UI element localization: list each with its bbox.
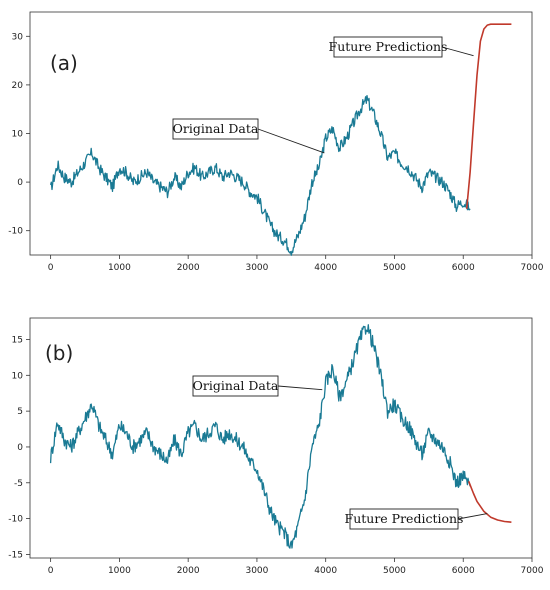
series-original-data-line <box>49 324 471 549</box>
series-future-predictions-line <box>467 481 512 523</box>
annotation-label: Future Predictions <box>345 511 464 526</box>
chart-b-svg: 0 1000 2000 3000 4000 5000 6000 7000 -15 -10 -5 0 5 1… <box>8 317 544 576</box>
annotation-label: Original Data <box>193 378 279 393</box>
x-tick-label: 5000 <box>383 263 406 273</box>
x-tick-label: 0 <box>48 566 54 576</box>
panel-label: (b) <box>45 341 73 365</box>
x-tick-label: 1000 <box>108 263 131 273</box>
axes-frame <box>29 317 533 559</box>
series-future-predictions-line <box>465 23 512 209</box>
x-tick-label: 3000 <box>245 263 268 273</box>
annotation-arrow <box>457 513 488 520</box>
y-tick-label: 5 <box>17 407 23 417</box>
annotation-label: Original Data <box>173 121 259 136</box>
x-tick-label: 7000 <box>521 263 544 273</box>
annotation-arrow <box>277 385 323 391</box>
annotation-box <box>349 508 459 530</box>
y-tick-label: 15 <box>12 335 23 345</box>
x-tick-label: 3000 <box>245 566 268 576</box>
chart-panel-a: 0 1000 2000 3000 4000 5000 6000 7000 -10 0 10 20 30 (… <box>0 0 550 290</box>
y-tick-label: 0 <box>17 443 23 453</box>
series-original-data-line <box>49 94 471 256</box>
y-tick-label: -10 <box>8 515 23 525</box>
x-tick-label: 5000 <box>383 566 406 576</box>
panel-label: (a) <box>50 51 78 75</box>
y-tick-label: -5 <box>14 479 23 489</box>
y-tick-label: -10 <box>8 227 23 237</box>
x-tick-label: 2000 <box>177 263 200 273</box>
annotation-label: Future Predictions <box>329 39 448 54</box>
y-tick-label: 20 <box>12 81 24 91</box>
y-tick-label: 10 <box>12 371 24 381</box>
annotation-box <box>333 36 443 58</box>
annotation-box <box>192 375 279 397</box>
x-tick-label: 2000 <box>177 566 200 576</box>
x-tick-label: 4000 <box>314 263 337 273</box>
y-tick-label: 30 <box>12 32 24 42</box>
annotation-arrow <box>257 128 325 154</box>
x-tick-label: 6000 <box>452 263 475 273</box>
x-tick-label: 1000 <box>108 566 131 576</box>
y-tick-label: 0 <box>17 178 23 188</box>
annotation-arrow <box>441 46 474 57</box>
chart-a-svg: 0 1000 2000 3000 4000 5000 6000 7000 -10 0 10 20 30 (… <box>8 11 544 273</box>
x-tick-label: 0 <box>48 263 54 273</box>
x-tick-label: 6000 <box>452 566 475 576</box>
y-tick-label: 10 <box>12 130 24 140</box>
y-tick-label: -15 <box>8 550 23 560</box>
chart-panel-b: 0 1000 2000 3000 4000 5000 6000 7000 -15 -10 -5 0 5 1… <box>0 300 550 586</box>
x-tick-label: 7000 <box>521 566 544 576</box>
axes-frame <box>29 11 533 256</box>
annotation-box <box>172 118 259 140</box>
x-tick-label: 4000 <box>314 566 337 576</box>
